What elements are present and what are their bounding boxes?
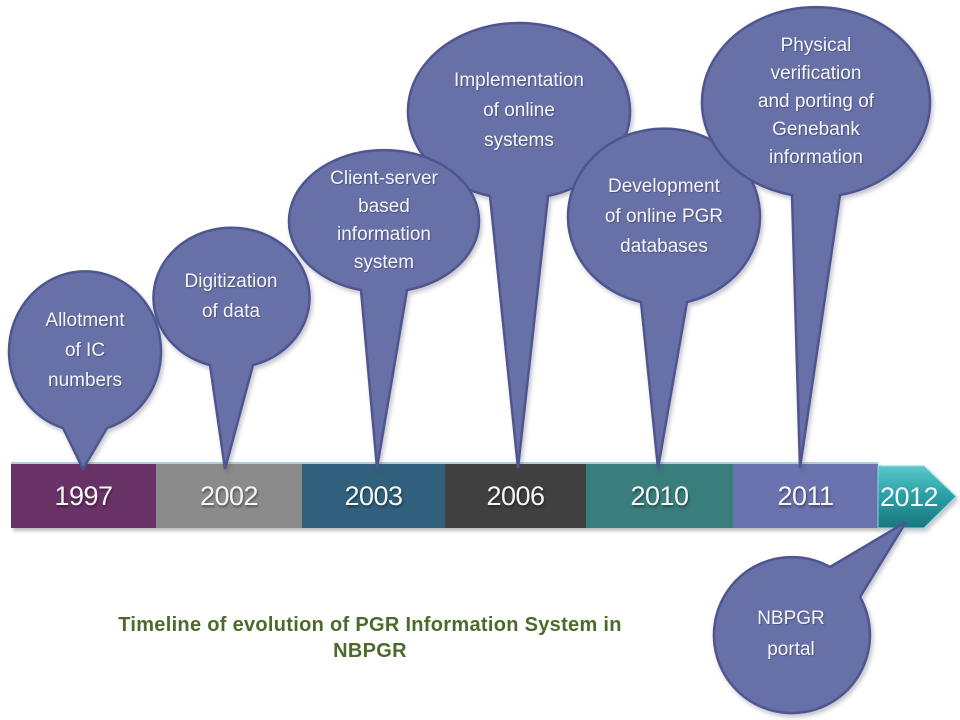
balloon-nbpgr-portal-shape: [712, 520, 908, 715]
balloon-2011-shape: [700, 5, 932, 469]
year-label-2003: 2003: [344, 480, 403, 511]
year-label-2011: 2011: [777, 480, 834, 511]
year-label-2006: 2006: [486, 480, 545, 511]
balloon-2011-label: Physical verification and porting of Gen…: [757, 35, 875, 168]
year-label-1997: 1997: [54, 480, 113, 511]
timeline-segment-2011: 2011: [733, 464, 878, 528]
timeline-segment-2003: 2003: [302, 464, 445, 528]
year-label-2010: 2010: [630, 480, 689, 511]
timeline-segment-1997: 1997: [11, 464, 156, 528]
balloon-2003-shape: [287, 148, 481, 469]
balloon-2002-label: Digitization of data: [184, 271, 278, 322]
balloon-2002-shape: [152, 226, 311, 470]
timeline-bar: 1997 2002 2003 2006 2010 2011: [11, 462, 878, 528]
timeline-arrow-2012: [877, 465, 957, 529]
balloon-2003-label: Client-server based information system: [330, 168, 438, 273]
balloon-2010-shape: [566, 127, 762, 469]
caption-title: Timeline of evolution of PGR Information…: [118, 614, 622, 662]
timeline-segment-2010: 2010: [586, 464, 733, 528]
timeline-segment-2006: 2006: [445, 464, 586, 528]
timeline-segment-2002: 2002: [156, 464, 302, 528]
balloon-2006-label: Implementation of online systems: [454, 70, 584, 151]
balloon-1997-shape: [7, 270, 163, 472]
year-label-2002: 2002: [199, 480, 259, 511]
balloon-1997-label: Allotment of IC numbers: [45, 310, 125, 391]
balloon-2010-label: Development of online PGR databases: [604, 176, 724, 257]
year-label-2012: 2012: [880, 482, 938, 512]
balloon-nbpgr-portal-label: NBPGR portal: [757, 608, 825, 660]
